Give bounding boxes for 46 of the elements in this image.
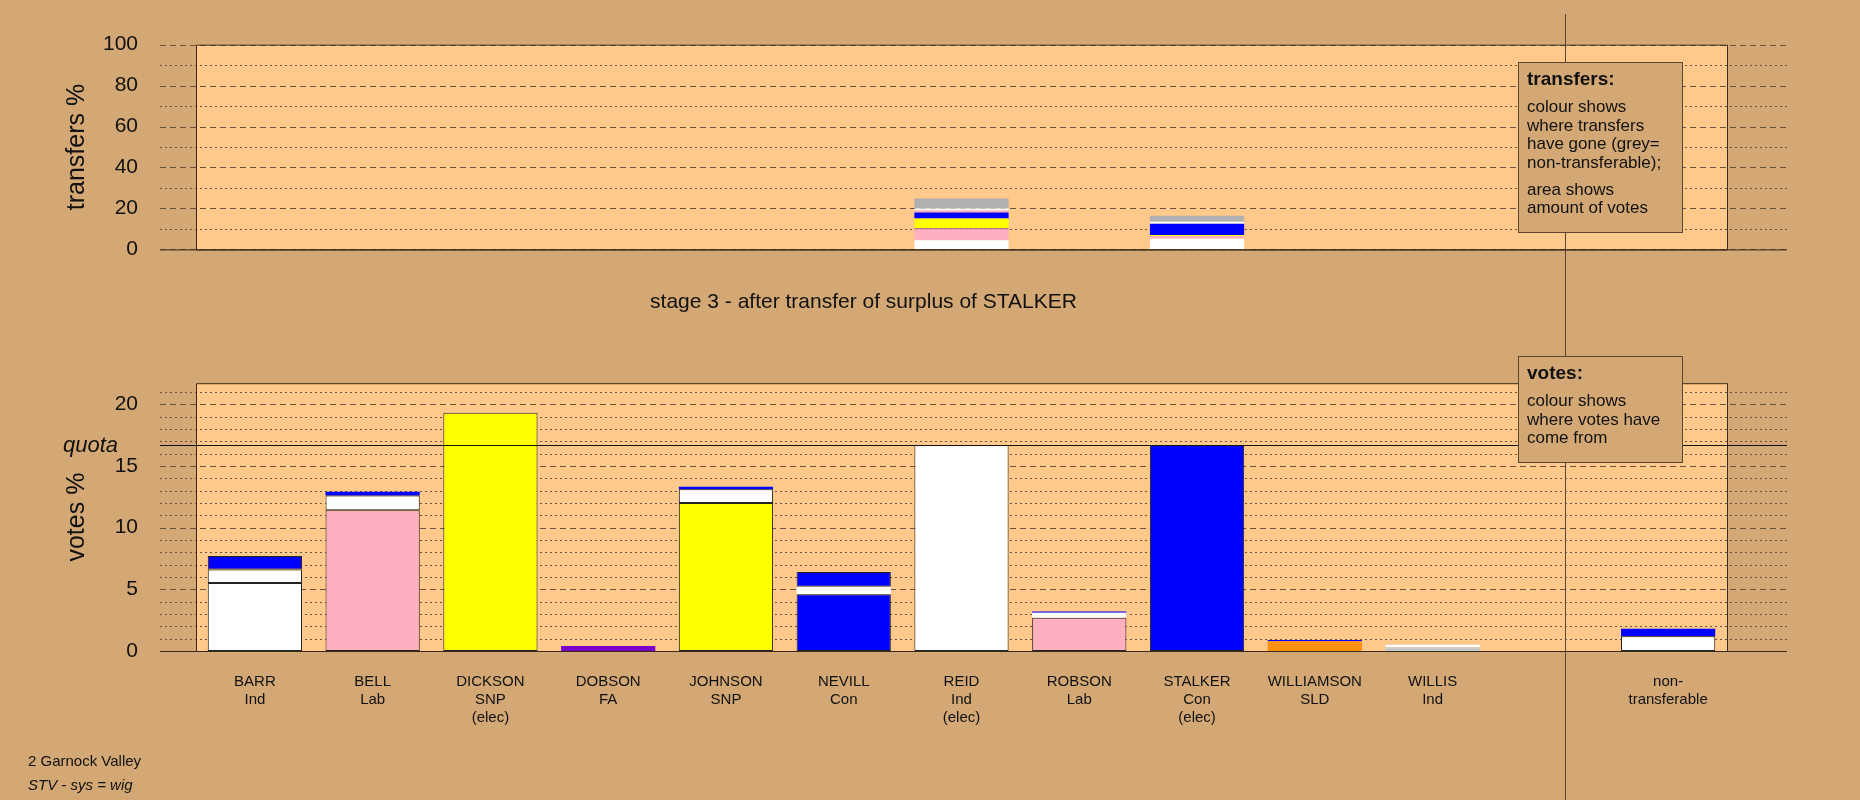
bar [561,646,656,651]
x-tick-label: BARR Ind [234,672,276,708]
bar [914,218,1009,229]
chart-title: stage 3 - after transfer of surplus of STALKER [650,289,1077,313]
y-tick-label: 0 [126,637,138,661]
bar [1032,612,1127,618]
x-tick-label: WILLIS Ind [1407,672,1458,708]
bar [1149,215,1245,222]
y-tick-label: 20 [114,390,138,414]
annotation: colour shows where votes have come from [1527,390,1662,448]
text: STV - sys = wig [28,776,133,793]
annotation: transfers: [1527,68,1616,90]
bar [914,229,1009,241]
y-tick-label: 80 [114,72,138,96]
y-tick-label: 60 [114,113,138,137]
y-tick-label: 5 [126,576,138,600]
bar [1149,221,1245,224]
x-tick-label: STALKER Con (elec) [1163,672,1231,726]
x-tick-label: BELL Lab [354,672,392,708]
bar [914,240,1009,250]
bar [796,586,891,595]
text: 2 Garnock Valley [28,752,142,769]
x-tick-label: DOBSON FA [575,672,641,708]
x-tick-label: JOHNSON SNP [689,672,763,708]
annotation: area shows amount of votes [1527,179,1649,219]
x-tick-label: NEVILL Con [817,672,870,708]
y-tick-label: 10 [114,514,138,538]
bar [914,198,1009,209]
y-tick-label: 100 [102,31,138,55]
bar [1149,223,1245,236]
x-tick-label: REID Ind (elec) [942,672,981,726]
x-tick-label: DICKSON SNP (elec) [456,672,525,726]
bar [1149,238,1245,250]
y-axis-title: transfers % [60,83,89,211]
x-tick-label: ROBSON Lab [1046,672,1112,708]
bar [1267,641,1362,651]
x-tick-label: WILLIAMSON SLD [1267,672,1362,708]
y-tick-label: 40 [114,154,138,178]
text: votes: [1527,362,1584,384]
bar [1621,628,1716,637]
y-tick-label: 0 [126,236,138,260]
x-tick-label: non- transferable [1628,672,1708,708]
y-axis-title: votes % [60,472,89,562]
annotation: colour shows where transfers have gone (grey= non-transferable); [1527,96,1663,173]
bar [325,491,420,496]
y-tick-label: 20 [114,195,138,219]
